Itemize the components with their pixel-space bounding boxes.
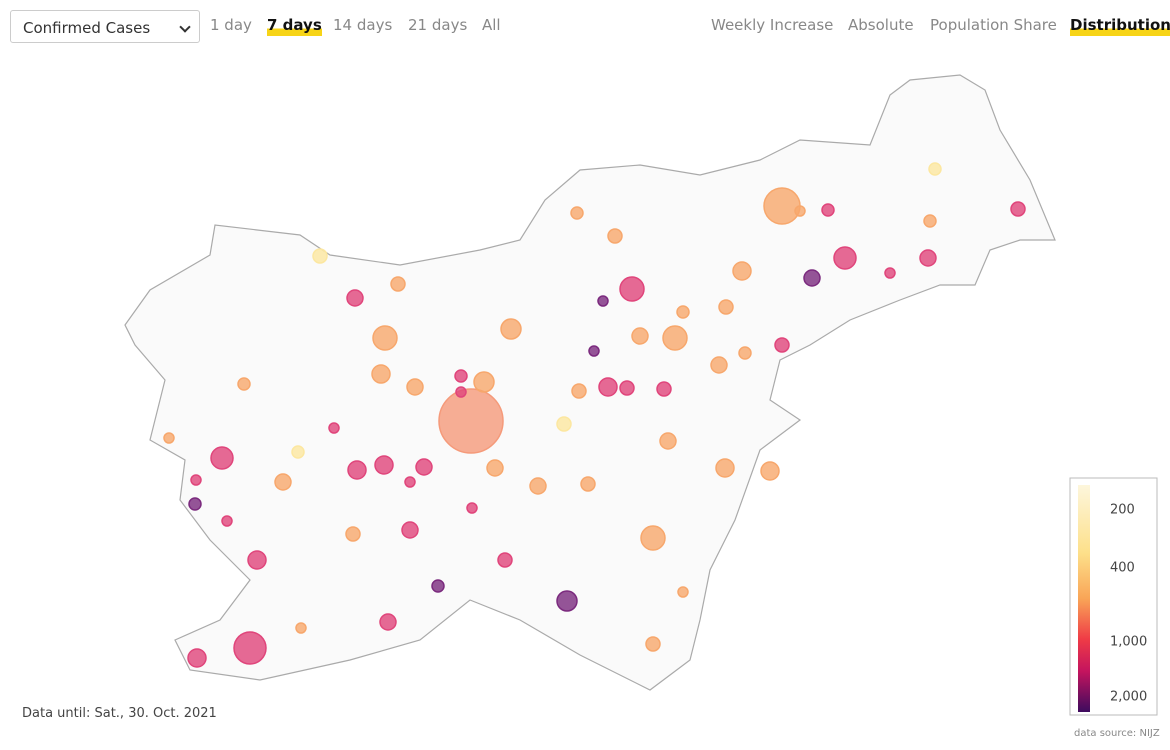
- bubble: [662, 325, 688, 351]
- bubble: [631, 327, 649, 345]
- bubble: [466, 502, 478, 514]
- bubble: [659, 432, 677, 450]
- bubble: [774, 337, 790, 353]
- bubble: [607, 228, 623, 244]
- bubble: [763, 187, 801, 225]
- bubble: [884, 267, 896, 279]
- bubble: [473, 371, 495, 393]
- bubble: [345, 526, 361, 542]
- bubble: [710, 356, 728, 374]
- bubble: [371, 364, 391, 384]
- legend-tick-label: 200: [1110, 503, 1135, 518]
- view-tab[interactable]: Distribution: [1070, 16, 1170, 36]
- bubble: [312, 248, 328, 264]
- bubble: [401, 521, 419, 539]
- bubble: [738, 346, 752, 360]
- bubble: [347, 460, 367, 480]
- bubble: [190, 474, 202, 486]
- bubble: [928, 162, 942, 176]
- bubble: [556, 416, 572, 432]
- bubble: [715, 458, 735, 478]
- bubble: [210, 446, 234, 470]
- bubble: [372, 325, 398, 351]
- bubble: [556, 590, 578, 612]
- view-tab[interactable]: Population Share: [930, 16, 1057, 34]
- bubble: [274, 473, 292, 491]
- legend-scale: [1078, 485, 1090, 712]
- bubble: [821, 203, 835, 217]
- legend-box: [1069, 477, 1158, 716]
- bubble: [455, 386, 467, 398]
- bubbles: [163, 162, 1026, 668]
- period-tab[interactable]: All: [482, 16, 501, 34]
- bubble: [415, 458, 433, 476]
- bubble: [640, 525, 666, 551]
- bubble: [237, 377, 251, 391]
- bubble: [919, 249, 937, 267]
- bubble: [588, 345, 600, 357]
- bubble: [794, 205, 806, 217]
- bubble: [431, 579, 445, 593]
- country-outline: [124, 74, 1056, 691]
- legend-tick-label: 400: [1110, 561, 1135, 576]
- metric-select[interactable]: Confirmed Cases: [10, 10, 200, 43]
- period-tab[interactable]: 7 days: [267, 16, 322, 36]
- bubble: [163, 432, 175, 444]
- bubble: [454, 369, 468, 383]
- bubble: [291, 445, 305, 459]
- bubble: [619, 380, 635, 396]
- data-source: data source: NIJZ: [1074, 728, 1160, 739]
- view-tab[interactable]: Weekly Increase: [711, 16, 834, 34]
- bubble: [379, 613, 397, 631]
- bubble: [328, 422, 340, 434]
- bubble: [1010, 201, 1026, 217]
- bubble: [188, 497, 202, 511]
- bubble: [760, 461, 780, 481]
- bubble: [645, 636, 661, 652]
- bubble: [497, 552, 513, 568]
- bubble: [486, 459, 504, 477]
- period-tab[interactable]: 1 day: [210, 16, 252, 34]
- bubble: [233, 631, 267, 665]
- view-tab[interactable]: Absolute: [848, 16, 914, 34]
- bubble: [619, 276, 645, 302]
- legend-tick-label: 2,000: [1110, 690, 1147, 705]
- bubble: [346, 289, 364, 307]
- bubble: [571, 383, 587, 399]
- bubble: [803, 269, 821, 287]
- bubble: [833, 246, 857, 270]
- bubble: [404, 476, 416, 488]
- bubble: [500, 318, 522, 340]
- bubble: [656, 381, 672, 397]
- legend-tick-label: 1,000: [1110, 635, 1147, 650]
- bubble: [597, 295, 609, 307]
- period-tab[interactable]: 14 days: [333, 16, 393, 34]
- bubble: [677, 586, 689, 598]
- bubble: [718, 299, 734, 315]
- period-tab[interactable]: 21 days: [408, 16, 468, 34]
- bubble: [187, 648, 207, 668]
- bubble: [295, 622, 307, 634]
- bubble: [390, 276, 406, 292]
- bubble: [247, 550, 267, 570]
- bubble: [406, 378, 424, 396]
- data-date: Data until: Sat., 30. Oct. 2021: [22, 706, 217, 721]
- bubble: [570, 206, 584, 220]
- bubble: [529, 477, 547, 495]
- bubble: [732, 261, 752, 281]
- bubble: [221, 515, 233, 527]
- bubble: [676, 305, 690, 319]
- bubble: [598, 377, 618, 397]
- bubble: [438, 388, 504, 454]
- bubble: [580, 476, 596, 492]
- bubble: [374, 455, 394, 475]
- bubble: [923, 214, 937, 228]
